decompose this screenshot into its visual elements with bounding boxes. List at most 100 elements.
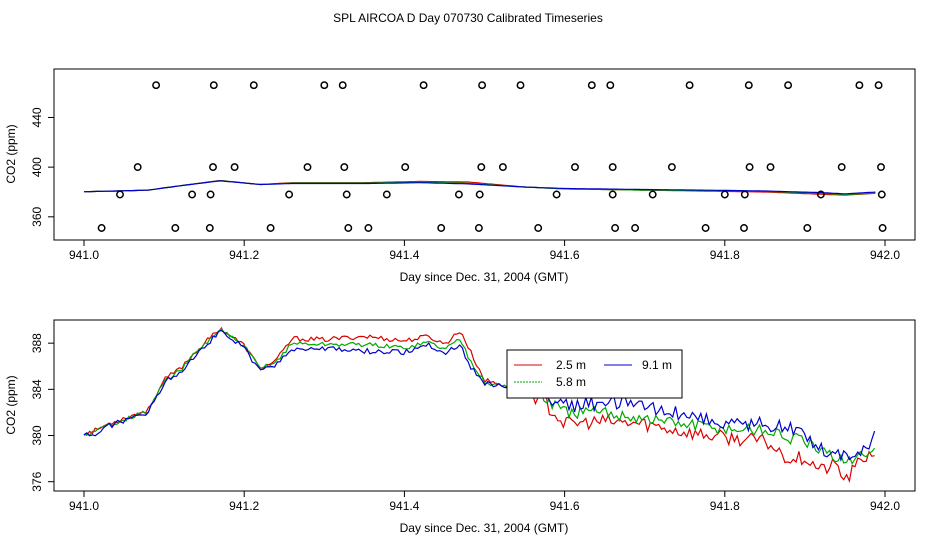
top-y-tick-label: 360 [30,206,44,226]
calibration-point [685,81,694,90]
bottom-series [83,326,876,484]
calibration-point [209,163,217,172]
calibration-point [474,224,483,232]
top-axes: 941.0 941.2 941.4 941.6 941.8 942.0 360 400 440 [30,107,900,262]
calibration-point [744,81,753,90]
bottom-series-2-5-m [83,326,875,484]
calibration-point [230,163,239,172]
bottom-panel: 941.0 941.2 941.4 941.6 941.8 942.0 376 380 384 3… [4,319,916,535]
figure-title: SPL AIRCOA D Day 070730 Calibrated Times… [333,11,603,25]
calibration-point [152,81,161,90]
legend-label-5-8m: 5.8 m [556,375,586,389]
calibration-point [611,224,620,232]
calibration-point [478,81,487,90]
bottom-plot-frame [53,319,916,492]
top-x-tick-label: 941.2 [229,248,259,262]
calibration-point [534,224,543,232]
calibration-point [667,163,676,172]
top-plot-frame [53,68,916,241]
bottom-y-tick-label: 380 [30,425,44,445]
bottom-x-tick-label: 942.0 [870,499,900,513]
legend-label-9-1m: 9.1 m [642,358,672,372]
calibration-point [552,190,561,199]
calibration-point [205,224,214,232]
calibration-point [382,190,391,199]
legend-box [506,349,683,399]
calibration-point [606,81,615,90]
calibration-point [631,224,640,232]
bottom-y-tick-label: 384 [30,379,44,399]
legend-label-2-5m: 2.5 m [556,358,586,372]
bottom-y-tick-label: 376 [30,471,44,491]
calibration-point [206,190,215,199]
calibration-point [587,81,596,90]
calibration-point [720,190,729,199]
calibration-point [303,163,312,172]
top-y-tick-label: 400 [30,157,44,177]
calibration-point [878,224,887,232]
calibration-point [803,224,812,232]
bottom-x-tick-label: 941.4 [389,499,419,513]
calibration-point [784,81,793,90]
calibration-point [171,224,180,232]
top-x-tick-label: 941.4 [389,248,419,262]
calibration-point [608,163,617,172]
calibration-point [766,163,775,172]
calibration-point [877,190,886,199]
bottom-x-tick-label: 941.2 [229,499,259,513]
calibration-point [740,224,748,232]
top-y-tick-label: 440 [30,107,44,127]
calibration-point [740,190,749,199]
calibration-point [401,163,410,172]
calibration-point [209,81,218,90]
top-x-tick-label: 941.8 [710,248,740,262]
calibration-point [266,224,275,232]
top-x-tick-label: 941.0 [69,248,99,262]
calibration-point [648,190,657,199]
calibration-point [437,224,446,232]
top-series [84,180,876,196]
bottom-x-tick-label: 941.8 [710,499,740,513]
top-x-tick-label: 941.6 [550,248,580,262]
calibration-point [340,163,349,172]
bottom-x-tick-label: 941.6 [550,499,580,513]
calibration-point [855,81,864,90]
calibration-point [97,224,106,232]
legend: 2.5 m 5.8 m 9.1 m [506,349,683,399]
calibration-point [816,190,825,199]
top-calibration-points [97,81,887,232]
calibration-point [344,224,353,232]
calibration-point [477,163,486,172]
bottom-x-tick-label: 941.0 [69,499,99,513]
calibration-point [249,81,258,90]
top-x-axis-label: Day since Dec. 31, 2004 (GMT) [400,270,569,284]
bottom-y-tick-label: 388 [30,333,44,353]
top-panel: 941.0 941.2 941.4 941.6 941.8 942.0360400440 … [4,68,916,284]
calibration-point [285,190,294,199]
calibration-point [133,163,142,172]
calibration-point [320,81,329,90]
calibration-point [475,190,484,199]
bottom-x-axis-label: Day since Dec. 31, 2004 (GMT) [400,521,569,535]
calibration-point [364,224,373,232]
bottom-series-9-1-m [83,329,876,463]
calibration-point [516,81,525,90]
calibration-point [338,81,347,90]
bottom-axes: 941.0 941.2 941.4 941.6 941.8 942.0 376 380 384 3… [30,333,900,513]
calibration-point [877,163,885,172]
calibration-point [419,81,428,90]
calibration-point [571,163,579,172]
top-y-axis-label: CO2 (ppm) [4,124,18,183]
calibration-point [498,163,507,172]
calibration-point [745,163,754,172]
calibration-point [608,190,617,199]
top-x-tick-label: 942.0 [870,248,900,262]
calibration-point [874,81,883,90]
calibration-point [837,163,846,172]
calibration-point [342,190,351,199]
bottom-series-5-8-m [83,327,876,465]
bottom-y-axis-label: CO2 (ppm) [4,375,18,434]
calibration-point [116,190,124,199]
calibration-point [454,190,463,199]
